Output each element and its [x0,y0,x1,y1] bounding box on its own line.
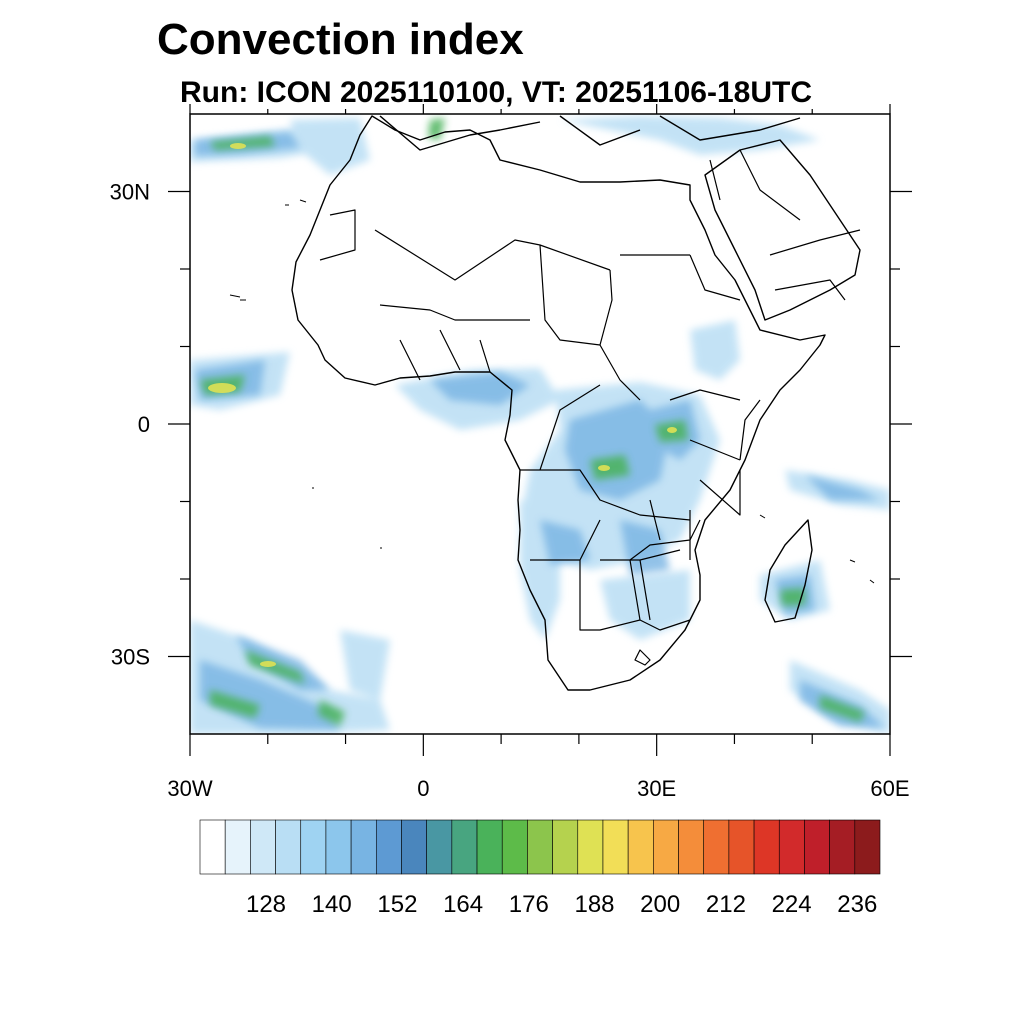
coastlines-borders [229,115,875,691]
colorbar-swatch [375,819,402,875]
x-tick-label: 60E [870,776,909,801]
colorbar-label: 212 [706,891,746,918]
x-tick-label: 30W [167,776,212,801]
x-tick-label: 0 [417,776,429,801]
colorbar-label: 200 [640,891,680,918]
map-background [190,114,890,734]
islands [229,199,875,584]
colorbar-swatch [250,819,276,875]
europe-coastline [379,115,801,151]
colorbar-label: 164 [443,891,483,918]
colorbar-swatch [476,819,503,875]
y-tick-label: 30S [111,645,150,670]
colorbar-swatch [426,819,453,875]
x-tick-label: 30E [637,776,676,801]
colorbar-label: 224 [772,891,812,918]
convection-shading-strong [200,118,865,726]
country-borders [319,149,861,666]
run-subtitle: Run: ICON 2025110100, VT: 20251106-18UTC [180,76,812,109]
colorbar-swatch [778,819,805,875]
colorbar-swatch [199,819,226,875]
colorbar-swatch [224,819,251,875]
colorbar-swatch [577,819,604,875]
madagascar-coastline [764,519,813,623]
colorbar-swatch [829,819,856,875]
arabia-coastline [704,139,861,321]
convection-shading-peak [208,143,677,667]
axis-ticks: 30W 0 30E 60E 30N 0 30S [110,104,912,801]
colorbar-swatch [401,819,427,875]
colorbar-swatch [627,819,654,875]
colorbar-swatch [275,819,302,875]
colorbar-swatch [703,819,730,875]
colorbar-swatch [854,819,881,875]
colorbar-swatch [501,819,528,875]
colorbar-label: 236 [837,891,877,918]
convection-field [190,116,890,734]
colorbar-label: 152 [377,891,417,918]
map-panel: 30W 0 30E 60E 30N 0 30S [110,104,912,801]
colorbar-swatch [300,819,327,875]
colorbar-swatch [602,819,629,875]
y-tick-label: 0 [138,412,150,437]
colorbar-swatch [678,819,705,875]
colorbar-swatch [527,819,553,875]
colorbar-label: 176 [509,891,549,918]
colorbar-swatch [325,819,352,875]
colorbar-label: 140 [312,891,352,918]
colorbar-swatch [552,819,579,875]
colorbar-swatch [728,819,755,875]
main-title: Convection index [157,15,524,64]
colorbar-swatch [753,819,780,875]
y-tick-label: 30N [110,180,150,205]
colorbar-swatch [804,819,830,875]
colorbar-label: 128 [246,891,286,918]
colorbar-swatch [451,819,478,875]
colorbar: 128 140 152 164 176 188 200 212 224 236 [199,819,881,918]
colorbar-swatch [350,819,377,875]
colorbar-swatch [653,819,679,875]
colorbar-label: 188 [574,891,614,918]
africa-coastline [291,115,826,691]
